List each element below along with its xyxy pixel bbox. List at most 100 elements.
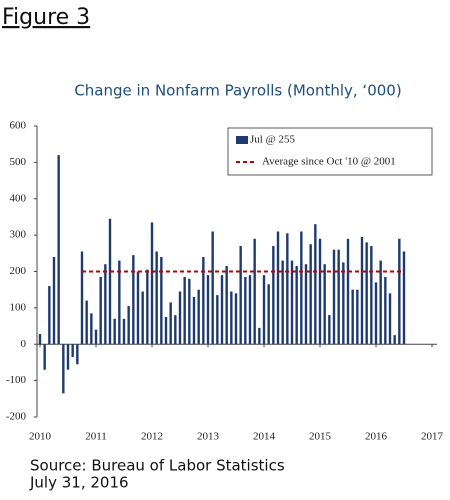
y-tick-label: 100 [10, 301, 27, 313]
bar [118, 260, 121, 345]
bar [351, 289, 354, 345]
legend-swatch [236, 136, 248, 144]
bar [206, 275, 210, 345]
y-tick-label: -200 [6, 411, 27, 423]
y-tick-label: 600 [10, 120, 27, 132]
bar [225, 266, 228, 345]
bar [160, 256, 163, 345]
bar [76, 344, 79, 365]
bar [122, 318, 126, 345]
bar [267, 284, 270, 345]
x-tick-label: 2014 [253, 431, 276, 443]
bar [314, 224, 317, 345]
bar [188, 278, 191, 345]
bar [66, 344, 70, 370]
bar [38, 334, 42, 345]
bar [164, 316, 168, 345]
bar [379, 260, 382, 345]
bar [197, 289, 200, 345]
bar [169, 302, 172, 345]
bar [150, 222, 154, 345]
bar [136, 271, 140, 345]
bar [304, 264, 308, 345]
bar [365, 242, 368, 345]
x-tick-label: 2017 [421, 431, 444, 443]
bar [309, 244, 312, 345]
x-tick-label: 2010 [29, 431, 52, 443]
bar [216, 295, 219, 345]
x-tick-label: 2013 [197, 431, 220, 443]
bar [393, 335, 396, 345]
figure-label: Figure 3 [2, 5, 90, 30]
bar [328, 315, 331, 345]
x-tick-label: 2012 [141, 431, 163, 443]
bar [48, 286, 51, 345]
bar [178, 291, 182, 345]
bar [244, 276, 247, 345]
bar [248, 275, 252, 345]
x-tick-label: 2016 [365, 431, 388, 443]
bar [384, 276, 387, 345]
legend-box [227, 127, 433, 176]
bar [192, 296, 196, 345]
bar [71, 344, 74, 357]
bar [183, 276, 186, 345]
bar [388, 293, 392, 345]
y-tick-label: 0 [21, 338, 27, 350]
source-date: July 31, 2016 [29, 474, 129, 492]
chart-title: Change in Nonfarm Payrolls (Monthly, ‘00… [74, 82, 401, 100]
bar [57, 155, 60, 345]
bar [239, 246, 242, 345]
bar [52, 256, 56, 345]
bar [360, 236, 364, 345]
y-tick-label: -100 [6, 374, 27, 386]
bar [104, 264, 107, 345]
bar [127, 306, 130, 345]
legend-label: Jul @ 255 [250, 134, 295, 146]
bar [276, 231, 280, 345]
bar [398, 238, 401, 345]
y-tick-label: 300 [10, 229, 27, 241]
bar [300, 231, 303, 345]
y-tick-label: 200 [10, 265, 27, 277]
bar [220, 275, 224, 345]
y-tick-label: 500 [10, 156, 27, 168]
bar [141, 291, 144, 345]
bar [113, 318, 116, 345]
x-tick-label: 2015 [309, 431, 332, 443]
bar [318, 238, 322, 345]
bar [146, 269, 149, 345]
y-tick-label: 400 [10, 192, 27, 204]
bar [62, 344, 65, 394]
bar [174, 315, 177, 345]
bar [337, 249, 340, 345]
bar [253, 238, 256, 345]
bar [85, 300, 88, 345]
bar [99, 276, 102, 345]
bar [346, 238, 350, 345]
bar [370, 246, 373, 345]
source: Source: Bureau of Labor Statistics [30, 457, 285, 475]
bar [90, 313, 93, 345]
bar [286, 233, 289, 345]
bar [323, 264, 326, 345]
bar [43, 344, 46, 370]
bar [155, 251, 158, 345]
bar [332, 249, 336, 345]
bar [290, 260, 294, 345]
bar [230, 291, 233, 345]
bar [234, 293, 238, 345]
bar [202, 256, 205, 345]
bar [262, 275, 266, 345]
bar [211, 231, 214, 345]
bar [295, 266, 298, 345]
bar [272, 246, 275, 345]
bar [94, 329, 98, 345]
bar [108, 218, 112, 345]
bar [258, 327, 261, 345]
bar [356, 289, 359, 345]
bar [281, 260, 284, 345]
bar [132, 255, 135, 345]
bar [402, 251, 406, 345]
